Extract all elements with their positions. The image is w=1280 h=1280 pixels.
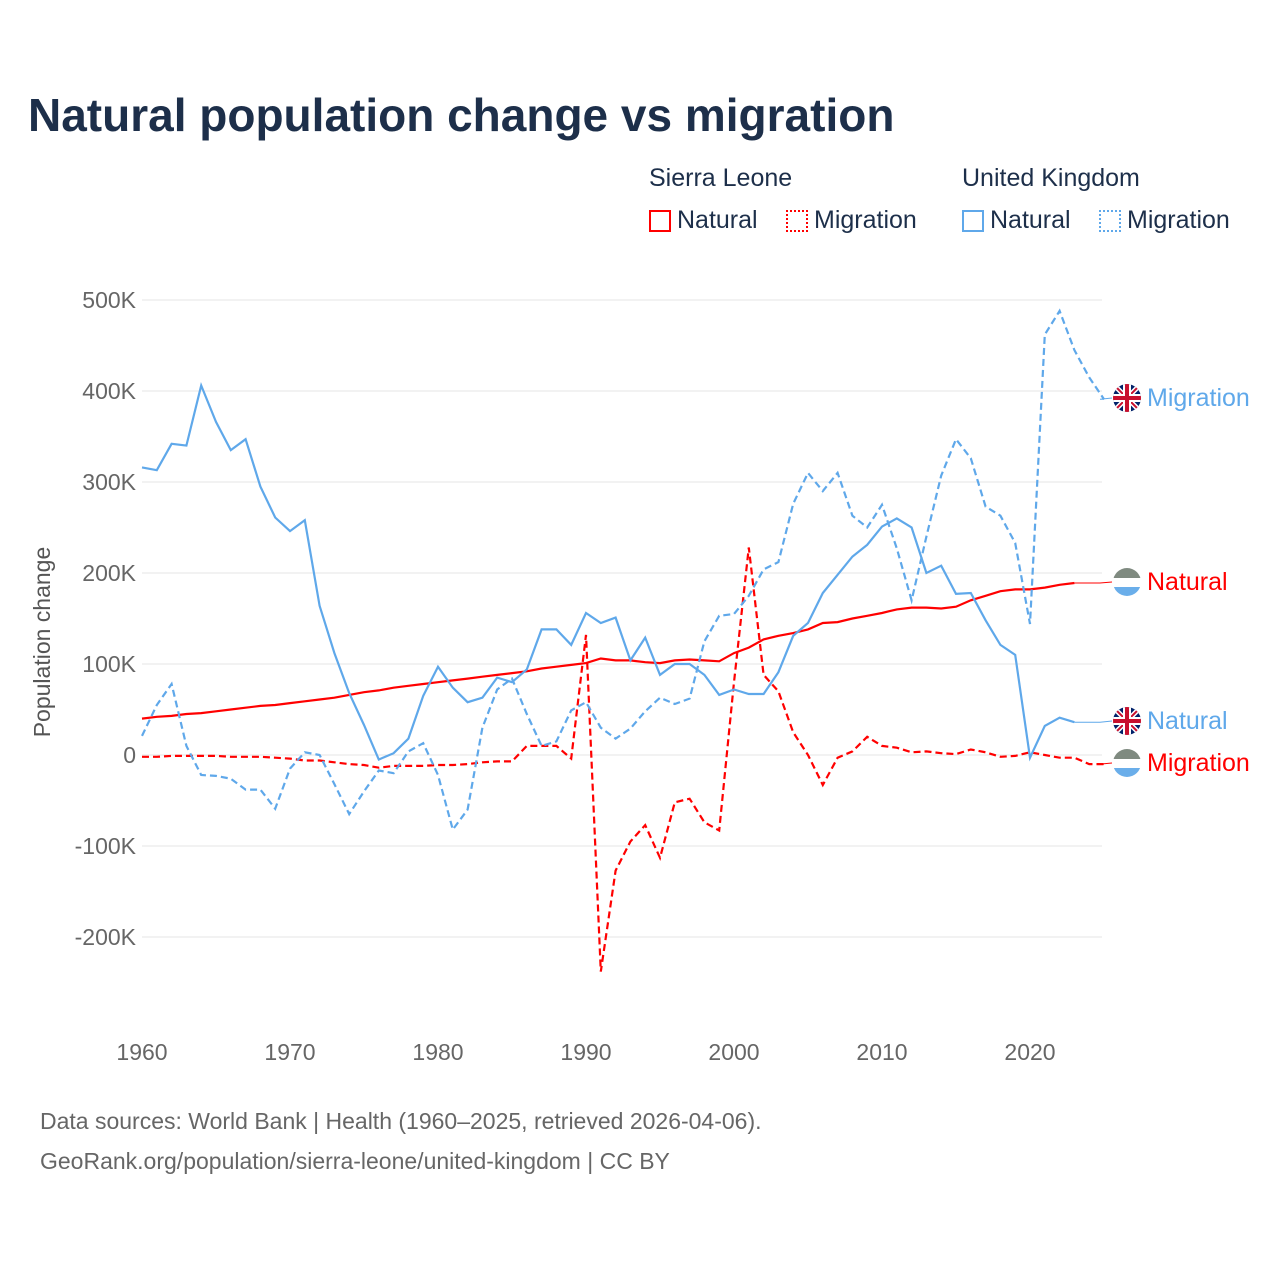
x-tick-label: 1990 [560, 1039, 611, 1065]
x-tick-label: 1980 [412, 1039, 463, 1065]
y-tick-label: 400K [82, 378, 136, 404]
y-tick-label: 500K [82, 287, 136, 313]
y-tick-label: 300K [82, 469, 136, 495]
series-line-united-kingdom-natural [141, 381, 1075, 762]
dotted-swatch-icon [786, 209, 808, 232]
chart-plot: Population change 500K 400K 300K 200K 100K 0 -… [29, 287, 1250, 1065]
series-line-sierra-leone-migration [142, 547, 1104, 972]
label-connector [1099, 397, 1113, 400]
y-tick-label: 100K [82, 651, 136, 677]
label-connector [1074, 720, 1113, 723]
uk-flag-icon [1113, 384, 1141, 412]
legend-label: Migration [814, 206, 917, 234]
series-line-sierra-leone-natural [141, 581, 1075, 720]
solid-swatch-icon [962, 209, 984, 232]
series-end-label: Migration [1147, 749, 1250, 777]
series-end-label: Natural [1147, 707, 1228, 735]
uk-flag-icon [1113, 707, 1141, 735]
legend-item-uk-migration[interactable]: Migration [1099, 206, 1230, 235]
y-tick-label: -200K [75, 924, 137, 950]
legend-item-sl-migration[interactable]: Migration [786, 206, 917, 235]
legend-item-uk-natural[interactable]: Natural [962, 206, 1071, 235]
y-tick-label: 0 [123, 742, 136, 768]
label-connector [1099, 762, 1113, 765]
y-axis-title: Population change [29, 547, 55, 738]
x-tick-label: 2010 [856, 1039, 907, 1065]
solid-swatch-icon [649, 209, 671, 232]
legend-label: Natural [990, 206, 1071, 234]
legend-group-sierra-leone: Sierra Leone [649, 164, 793, 192]
dotted-swatch-icon [1099, 209, 1121, 232]
x-tick-label: 1970 [264, 1039, 315, 1065]
label-connector [1074, 581, 1113, 584]
legend-label: Natural [677, 206, 758, 234]
series-end-label: Natural [1147, 568, 1228, 596]
legend-group-united-kingdom: United Kingdom [962, 164, 1140, 192]
x-tick-label: 2020 [1004, 1039, 1055, 1065]
footer-sources: Data sources: World Bank | Health (1960–… [40, 1108, 762, 1134]
x-tick-label: 2000 [708, 1039, 759, 1065]
chart-title: Natural population change vs migration [28, 89, 895, 141]
legend-item-sl-natural[interactable]: Natural [649, 206, 758, 235]
y-tick-label: -100K [75, 833, 137, 859]
y-tick-label: 200K [82, 560, 136, 586]
x-tick-label: 1960 [116, 1039, 167, 1065]
sierra-leone-flag-icon [1113, 568, 1141, 597]
sierra-leone-flag-icon [1113, 749, 1141, 778]
legend-label: Migration [1127, 206, 1230, 234]
series-end-label: Migration [1147, 384, 1250, 412]
series-line-united-kingdom-migration [141, 308, 1105, 833]
footer-link[interactable]: GeoRank.org/population/sierra-leone/unit… [40, 1148, 670, 1174]
